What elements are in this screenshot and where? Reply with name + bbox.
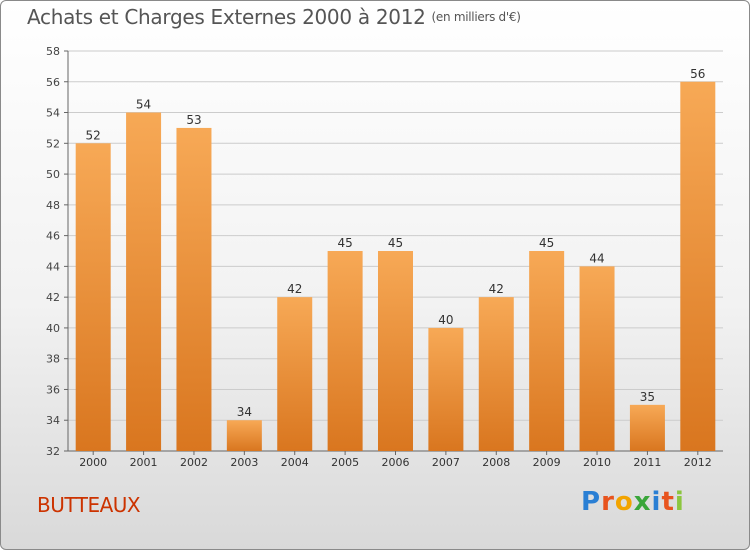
- logo-letter: o: [614, 487, 634, 517]
- bar-2001: [126, 112, 162, 452]
- y-tick-label: 34: [46, 414, 60, 427]
- chart-title-text: Achats et Charges Externes 2000 à 2012: [27, 5, 426, 29]
- bar-value-label: 53: [186, 113, 201, 127]
- bar-value-label: 44: [589, 251, 604, 265]
- bar-value-label: 56: [690, 67, 705, 81]
- y-tick-label: 50: [46, 168, 60, 181]
- bar-value-label: 42: [287, 282, 302, 296]
- y-tick-label: 54: [46, 107, 60, 120]
- y-tick-label: 40: [46, 322, 60, 335]
- proxiti-logo: Proxiti: [581, 487, 685, 517]
- x-tick-label: 2001: [130, 456, 158, 469]
- x-tick-label: 2002: [180, 456, 208, 469]
- x-tick-label: 2009: [533, 456, 561, 469]
- bar-value-label: 35: [640, 390, 655, 404]
- bars: [75, 81, 716, 452]
- logo-letter: i: [651, 487, 662, 517]
- y-tick-label: 42: [46, 291, 60, 304]
- bar-value-label: 52: [86, 128, 101, 142]
- bar-value-label: 34: [237, 405, 252, 419]
- bar-value-label: 40: [438, 313, 453, 327]
- x-tick-label: 2010: [583, 456, 611, 469]
- y-tick-label: 46: [46, 230, 60, 243]
- x-tick-label: 2008: [482, 456, 510, 469]
- y-tick-label: 48: [46, 199, 60, 212]
- x-tick-label: 2012: [684, 456, 712, 469]
- bar-value-label: 45: [337, 236, 352, 250]
- y-tick-label: 32: [46, 445, 60, 458]
- x-tick-label: 2007: [432, 456, 460, 469]
- bar-2002: [176, 127, 212, 451]
- bar-2012: [680, 81, 716, 452]
- y-tick-label: 58: [46, 45, 60, 58]
- y-tick-label: 44: [46, 260, 60, 273]
- chart-title: Achats et Charges Externes 2000 à 2012 (e…: [27, 5, 521, 29]
- labels: 32 34 36 38 40 42 44 46 48 50 52 54 56 58 52 2000 54 2001…: [46, 45, 712, 469]
- x-tick-label: 2005: [331, 456, 359, 469]
- bar-2009: [529, 251, 565, 451]
- logo-letter: i: [674, 487, 685, 517]
- logo-letter: P: [581, 487, 602, 517]
- bar-2008: [478, 297, 514, 451]
- x-tick-label: 2006: [382, 456, 410, 469]
- x-tick-label: 2004: [281, 456, 309, 469]
- bar-2000: [75, 143, 111, 452]
- bar-2006: [378, 251, 413, 451]
- bar-2004: [277, 297, 313, 451]
- logo-letter: t: [661, 487, 675, 517]
- bar-2005: [327, 251, 363, 451]
- y-tick-label: 38: [46, 353, 60, 366]
- y-tick-label: 36: [46, 383, 60, 396]
- bar-value-label: 54: [136, 98, 151, 112]
- x-tick-label: 2011: [633, 456, 661, 469]
- x-tick-label: 2003: [230, 456, 258, 469]
- bar-2010: [579, 266, 615, 451]
- bar-value-label: 45: [388, 236, 403, 250]
- place-name: BUTTEAUX: [37, 493, 141, 517]
- bar-2011: [629, 404, 665, 451]
- bar-value-label: 42: [489, 282, 504, 296]
- y-tick-label: 52: [46, 137, 60, 150]
- y-tick-label: 56: [46, 76, 60, 89]
- x-tick-label: 2000: [79, 456, 107, 469]
- bar-2003: [226, 420, 262, 451]
- bar-2007: [428, 327, 464, 451]
- logo-letter: x: [633, 487, 652, 517]
- logo-letter: r: [601, 487, 615, 517]
- chart-unit: (en milliers d'€): [431, 10, 521, 24]
- bar-value-label: 45: [539, 236, 554, 250]
